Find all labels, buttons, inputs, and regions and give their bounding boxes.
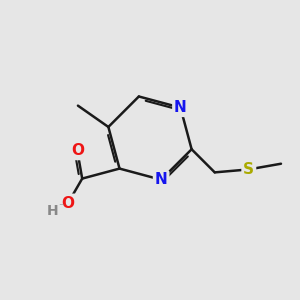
- Text: S: S: [243, 162, 254, 177]
- Text: O: O: [61, 196, 75, 211]
- Text: H: H: [47, 204, 58, 218]
- Text: N: N: [174, 100, 187, 115]
- Text: N: N: [155, 172, 167, 187]
- Text: O: O: [71, 143, 84, 158]
- Text: ⁻: ⁻: [58, 202, 64, 212]
